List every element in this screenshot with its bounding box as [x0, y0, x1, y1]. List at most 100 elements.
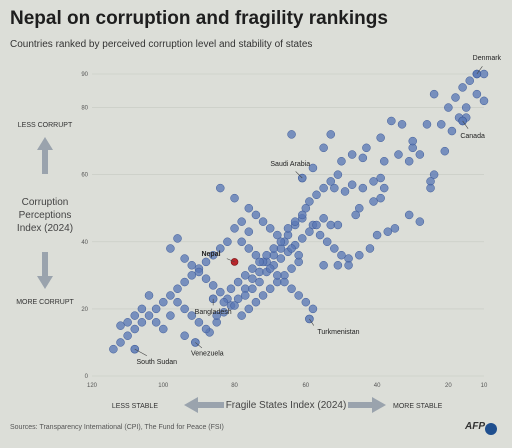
data-point	[216, 244, 225, 253]
data-point	[116, 338, 125, 347]
x-tick-label: 40	[374, 383, 381, 389]
data-point	[230, 193, 239, 203]
data-point	[326, 177, 336, 186]
data-point	[294, 250, 303, 260]
x-annotation-left: LESS STABLE	[112, 403, 159, 410]
data-point	[109, 344, 118, 354]
data-point	[330, 244, 339, 253]
data-point	[397, 120, 407, 129]
y-axis-label-line2: Perceptions	[19, 210, 72, 221]
x-tick-label: 80	[231, 383, 238, 389]
data-point	[212, 311, 221, 320]
data-point	[151, 318, 161, 327]
data-point	[248, 274, 257, 283]
data-point	[312, 190, 321, 200]
label-leader-line	[134, 348, 148, 357]
data-point	[308, 163, 318, 173]
data-point	[194, 318, 204, 327]
y-tick-label: 60	[81, 173, 88, 179]
data-point	[440, 146, 450, 156]
logo-circle-icon	[485, 423, 497, 435]
x-tick-label: 120	[87, 383, 98, 389]
data-point	[180, 277, 189, 287]
data-point	[201, 274, 211, 283]
point-label: Venezuela	[191, 350, 224, 357]
data-point	[404, 210, 414, 220]
data-point	[330, 183, 339, 193]
data-point	[244, 227, 254, 236]
data-point	[273, 271, 282, 280]
source-note: Sources: Transparency International (CPI…	[10, 424, 224, 431]
data-point	[451, 93, 460, 102]
data-point	[248, 284, 257, 294]
x-tick-label: 100	[158, 383, 169, 389]
y-annotation-bottom: MORE CORRUPT	[16, 299, 74, 306]
data-point	[347, 180, 357, 189]
point-label: South Sudan	[137, 359, 178, 366]
data-point	[376, 173, 385, 183]
x-tick-label: 20	[445, 383, 452, 389]
y-axis-label-line3: Index (2024)	[17, 223, 73, 234]
data-point	[351, 210, 360, 220]
y-axis-label-line1: Corruption	[22, 197, 69, 208]
data-point	[358, 183, 368, 193]
data-point	[116, 321, 125, 330]
data-point	[305, 197, 314, 206]
data-point	[240, 271, 250, 280]
data-point	[244, 304, 254, 314]
data-point	[436, 120, 446, 129]
data-point	[415, 217, 425, 226]
data-point	[208, 281, 218, 290]
data-point	[372, 230, 382, 240]
data-point	[319, 214, 328, 223]
data-point	[216, 287, 225, 297]
data-point	[208, 250, 218, 260]
data-point	[137, 318, 147, 327]
data-point	[322, 237, 332, 247]
data-point	[319, 143, 328, 153]
data-point	[333, 261, 343, 270]
x-tick-label: 60	[302, 383, 309, 389]
y-tick-label: 0	[85, 374, 89, 380]
data-point	[230, 224, 239, 233]
data-point	[461, 103, 471, 112]
label-leader-line	[476, 66, 483, 75]
label-leader-line	[309, 318, 315, 326]
data-point	[265, 284, 275, 294]
data-point	[408, 136, 417, 146]
data-point	[248, 264, 257, 273]
point-labels: Denmark Canada Saudi Arabia Nepal Bangladesh…	[134, 55, 502, 366]
arrow-down-icon	[37, 252, 53, 289]
data-point	[290, 217, 300, 226]
chart-subtitle: Countries ranked by perceived corruption…	[10, 39, 313, 50]
data-point	[269, 244, 278, 253]
data-point	[333, 220, 343, 230]
y-tick-label: 80	[81, 106, 88, 112]
data-point	[447, 126, 457, 136]
data-point	[144, 311, 154, 320]
data-point	[444, 103, 453, 112]
data-point	[258, 217, 268, 226]
data-point	[173, 284, 182, 294]
data-point	[255, 267, 264, 277]
data-point	[265, 264, 275, 273]
data-point	[233, 294, 243, 304]
data-point	[465, 76, 474, 85]
data-point	[369, 177, 378, 186]
data-point	[166, 244, 175, 253]
data-point	[130, 324, 140, 334]
data-point	[355, 203, 364, 213]
data-point	[287, 244, 296, 253]
data-point	[251, 210, 261, 220]
data-point	[315, 230, 325, 240]
data-point	[201, 324, 211, 334]
data-point	[130, 311, 140, 320]
data-point	[298, 210, 307, 220]
label-leader-line	[462, 120, 469, 129]
data-point	[287, 130, 296, 139]
data-point	[358, 153, 368, 163]
data-points	[109, 69, 489, 354]
data-point	[429, 170, 439, 179]
x-tick-label: 10	[481, 383, 488, 389]
data-point	[390, 224, 400, 233]
